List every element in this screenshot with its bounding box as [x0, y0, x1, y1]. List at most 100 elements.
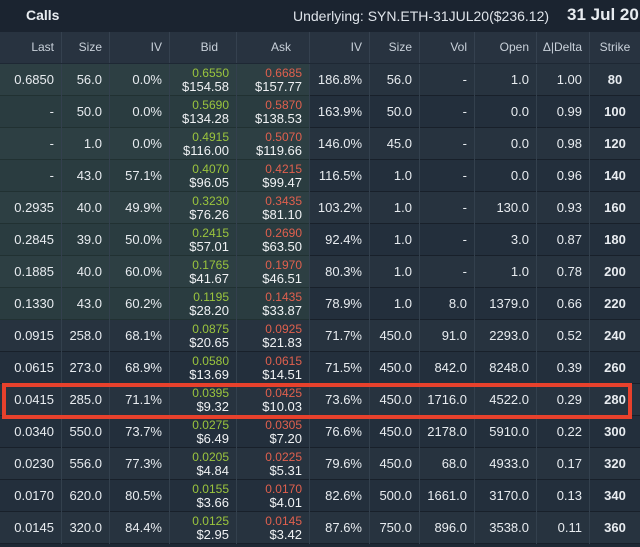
- iv-cell: 163.9%: [310, 96, 370, 128]
- strike-cell: 80: [607, 72, 623, 87]
- bid-usd: $134.28: [182, 111, 229, 126]
- ask-usd: $3.42: [269, 527, 302, 542]
- volume-cell: -: [420, 96, 475, 128]
- strike-cell: 300: [604, 424, 626, 439]
- table-row: [0, 480, 640, 512]
- bid-cell: 0.2415 $57.01: [170, 224, 237, 256]
- ask-cell: 0.5070 $119.66: [237, 128, 310, 160]
- ask-cell: 0.0925 $21.83: [237, 320, 310, 352]
- bid-usd: $6.49: [196, 431, 229, 446]
- itm-shade: [0, 192, 310, 224]
- ask-usd: $81.10: [262, 207, 302, 222]
- bid-usd: $28.20: [189, 303, 229, 318]
- strike-cell: 360: [604, 520, 626, 535]
- size-cell: 1.0: [62, 128, 110, 160]
- bid-usd: $9.32: [196, 399, 229, 414]
- open-interest-cell: 2293.0: [475, 320, 537, 352]
- iv-cell: 103.2%: [310, 192, 370, 224]
- iv-cell: 116.5%: [310, 160, 370, 192]
- strike-cell: 280: [604, 392, 626, 407]
- iv-cell: 80.3%: [310, 256, 370, 288]
- size-cell: 450.0: [370, 448, 420, 480]
- iv-cell: 0.0%: [110, 96, 170, 128]
- ask-price: 0.0925: [265, 322, 302, 336]
- strike-cell: 180: [604, 232, 626, 247]
- ask-usd: $99.47: [262, 175, 302, 190]
- volume-cell: -: [420, 224, 475, 256]
- bid-cell: 0.6550 $154.58: [170, 64, 237, 96]
- size-cell: 1.0: [370, 224, 420, 256]
- last-cell: 0.0145: [0, 512, 62, 544]
- bid-usd: $13.69: [189, 367, 229, 382]
- open-interest-cell: 4522.0: [475, 384, 537, 416]
- open-interest-cell: 1.0: [475, 256, 537, 288]
- ask-price: 0.1970: [265, 258, 302, 272]
- ask-cell: 0.2690 $63.50: [237, 224, 310, 256]
- volume-cell: 2178.0: [420, 416, 475, 448]
- open-interest-cell: 3538.0: [475, 512, 537, 544]
- strike-cell: 260: [604, 360, 626, 375]
- ask-usd: $7.20: [269, 431, 302, 446]
- last-cell: -: [0, 96, 62, 128]
- delta-cell: 0.99: [537, 96, 590, 128]
- table-row: [0, 160, 640, 192]
- last-cell: -: [0, 128, 62, 160]
- iv-cell: 0.0%: [110, 64, 170, 96]
- bid-cell: 0.1195 $28.20: [170, 288, 237, 320]
- size-cell: 1.0: [370, 192, 420, 224]
- size-cell: 45.0: [370, 128, 420, 160]
- size-cell: 40.0: [62, 256, 110, 288]
- column-header-cell: Ask: [237, 32, 310, 63]
- ask-price: 0.0615: [265, 354, 302, 368]
- ask-cell: 0.0305 $7.20: [237, 416, 310, 448]
- size-cell: 450.0: [370, 320, 420, 352]
- ask-cell: 0.0145 $3.42: [237, 512, 310, 544]
- table-row: [0, 192, 640, 224]
- open-interest-cell: 3170.0: [475, 480, 537, 512]
- volume-cell: 896.0: [420, 512, 475, 544]
- panel-title: Calls: [26, 7, 60, 23]
- iv-cell: 87.6%: [310, 512, 370, 544]
- size-cell: 40.0: [62, 192, 110, 224]
- delta-cell: 0.52: [537, 320, 590, 352]
- last-cell: 0.0170: [0, 480, 62, 512]
- delta-cell: 0.11: [537, 512, 590, 544]
- size-cell: 750.0: [370, 512, 420, 544]
- strike-cell: 200: [604, 264, 626, 279]
- open-interest-cell: 3.0: [475, 224, 537, 256]
- expiry-date: 31 Jul 20: [567, 5, 639, 24]
- iv-cell: 71.1%: [110, 384, 170, 416]
- bid-cell: 0.0205 $4.84: [170, 448, 237, 480]
- size-cell: 56.0: [370, 64, 420, 96]
- volume-cell: 68.0: [420, 448, 475, 480]
- ask-price: 0.5870: [265, 98, 302, 112]
- size-cell: 39.0: [62, 224, 110, 256]
- bid-cell: 0.5690 $134.28: [170, 96, 237, 128]
- ask-usd: $14.51: [262, 367, 302, 382]
- size-cell: 1.0: [370, 288, 420, 320]
- bid-price: 0.0155: [192, 482, 229, 496]
- bid-price: 0.3230: [192, 194, 229, 208]
- open-interest-cell: 1379.0: [475, 288, 537, 320]
- strike-cell: 220: [604, 296, 626, 311]
- size-cell: 450.0: [370, 352, 420, 384]
- ask-cell: 0.0225 $5.31: [237, 448, 310, 480]
- size-cell: 1.0: [370, 160, 420, 192]
- ask-price: 0.5070: [265, 130, 302, 144]
- bid-price: 0.4915: [192, 130, 229, 144]
- column-header-cell: Δ|Delta: [537, 32, 590, 63]
- volume-cell: 1716.0: [420, 384, 475, 416]
- table-row: [0, 288, 640, 320]
- bid-usd: $20.65: [189, 335, 229, 350]
- delta-cell: 0.78: [537, 256, 590, 288]
- delta-cell: 0.39: [537, 352, 590, 384]
- strike-cell: 240: [604, 328, 626, 343]
- delta-cell: 0.17: [537, 448, 590, 480]
- column-header-cell: Size: [62, 32, 110, 63]
- bid-price: 0.6550: [192, 66, 229, 80]
- ask-usd: $63.50: [262, 239, 302, 254]
- size-cell: 56.0: [62, 64, 110, 96]
- itm-shade: [0, 224, 310, 256]
- table-row: [0, 512, 640, 544]
- top-bar: [0, 0, 640, 32]
